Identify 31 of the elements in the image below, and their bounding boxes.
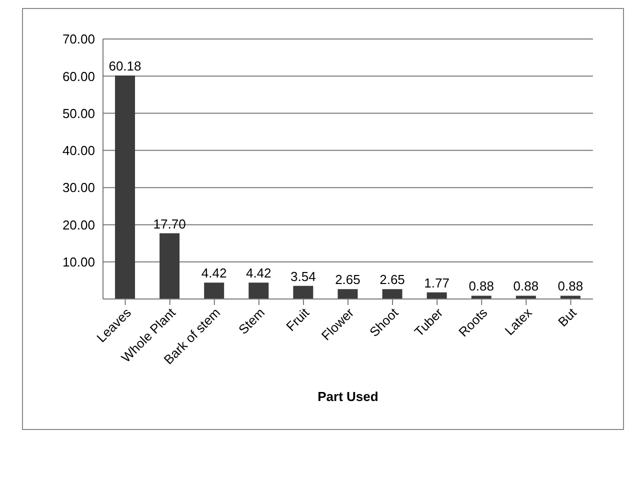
data-label: 60.18 xyxy=(108,58,142,74)
y-tick-label: 30.00 xyxy=(62,180,95,196)
data-label: 4.42 xyxy=(201,266,227,281)
bar xyxy=(248,282,269,299)
bar xyxy=(293,286,314,299)
data-label: 0.88 xyxy=(468,278,494,294)
bar xyxy=(560,296,580,299)
data-label: 2.65 xyxy=(335,272,360,288)
data-label: 4.42 xyxy=(246,266,272,281)
bar xyxy=(426,292,447,299)
y-tick-label: 60.00 xyxy=(62,68,95,84)
bar xyxy=(115,75,135,299)
y-tick-label: 20.00 xyxy=(62,217,95,232)
bar xyxy=(204,282,224,299)
data-label: 1.77 xyxy=(424,275,450,290)
bar xyxy=(471,296,492,299)
bar xyxy=(338,289,358,299)
bar xyxy=(516,296,536,299)
x-tick-label: But xyxy=(554,304,580,330)
y-tick-label: 40.00 xyxy=(62,143,95,158)
data-label: 0.88 xyxy=(558,278,584,294)
y-tick-label: 50.00 xyxy=(62,106,95,121)
data-label: 2.65 xyxy=(380,272,405,288)
bar xyxy=(160,233,180,299)
data-label: 3.54 xyxy=(290,268,316,284)
x-axis-title: Part Used xyxy=(318,389,378,404)
data-label: 17.70 xyxy=(153,216,186,232)
y-tick-label: 10.00 xyxy=(62,254,95,270)
y-tick-label: 70.00 xyxy=(62,32,95,47)
data-label: 0.88 xyxy=(513,278,539,294)
bar xyxy=(382,289,402,299)
